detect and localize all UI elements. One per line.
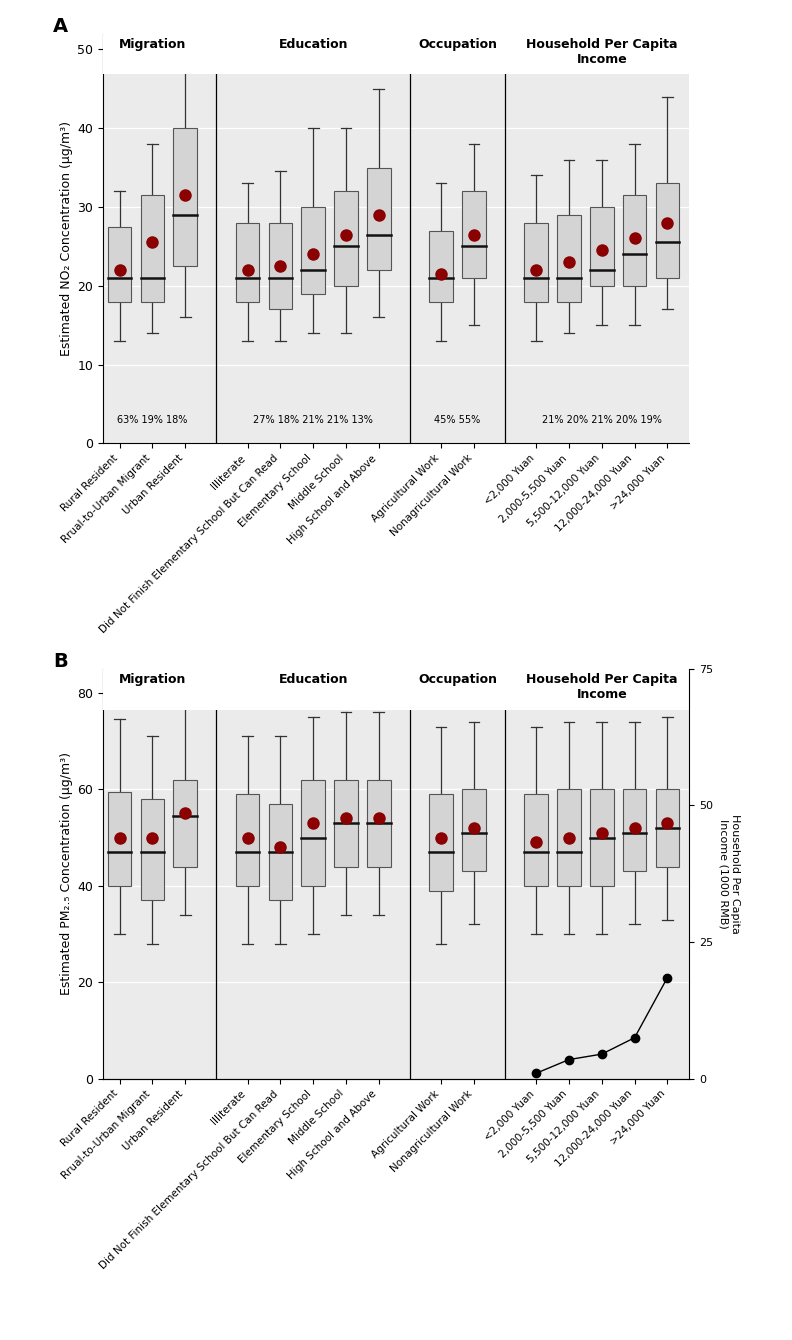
Bar [334,192,358,285]
Bar [656,789,680,867]
Bar [108,226,131,302]
Bar [141,196,164,302]
Bar [367,780,390,867]
Text: Migration: Migration [119,38,186,51]
Y-axis label: Household Per Capita
Income (1000 RMB): Household Per Capita Income (1000 RMB) [718,813,740,934]
Text: 63% 19% 18%: 63% 19% 18% [117,415,188,425]
Bar [429,795,453,891]
Text: Household Per Capita
Income: Household Per Capita Income [526,673,677,701]
Bar [558,214,581,302]
Bar [173,780,197,867]
Bar [216,34,410,75]
Bar [524,795,548,886]
Bar [268,804,292,900]
Text: Education: Education [279,673,348,686]
Text: Occupation: Occupation [418,673,497,686]
Bar [334,780,358,867]
Y-axis label: Estimated NO₂ Concentration (μg/m³): Estimated NO₂ Concentration (μg/m³) [60,121,73,356]
Bar [103,669,216,710]
Bar [367,168,390,269]
Bar [236,222,260,302]
Bar [410,34,505,75]
Bar [216,669,410,710]
Bar [656,184,680,277]
Bar [590,789,614,886]
Bar [108,792,131,886]
Bar [623,196,646,285]
Bar [268,222,292,310]
Bar [505,34,689,75]
Text: 45% 55%: 45% 55% [434,415,481,425]
Text: Education: Education [279,38,348,51]
Bar [302,780,325,886]
Text: 27% 18% 21% 21% 13%: 27% 18% 21% 21% 13% [253,415,373,425]
Bar [462,192,485,277]
Text: 21% 20% 21% 20% 19%: 21% 20% 21% 20% 19% [542,415,662,425]
Bar [410,669,505,710]
Bar [302,206,325,293]
Bar [558,789,581,886]
Bar [103,34,216,75]
Text: A: A [53,17,68,36]
Bar [462,789,485,871]
Bar [236,795,260,886]
Text: Household Per Capita
Income: Household Per Capita Income [526,38,677,66]
Bar [524,222,548,302]
Text: Migration: Migration [119,673,186,686]
Bar [623,789,646,871]
Bar [505,669,689,710]
Text: Occupation: Occupation [418,38,497,51]
Bar [173,129,197,267]
Bar [429,230,453,302]
Text: B: B [53,653,68,671]
Bar [141,799,164,900]
Bar [590,206,614,285]
Y-axis label: Estimated PM₂.₅ Concentration (μg/m³): Estimated PM₂.₅ Concentration (μg/m³) [60,752,73,996]
